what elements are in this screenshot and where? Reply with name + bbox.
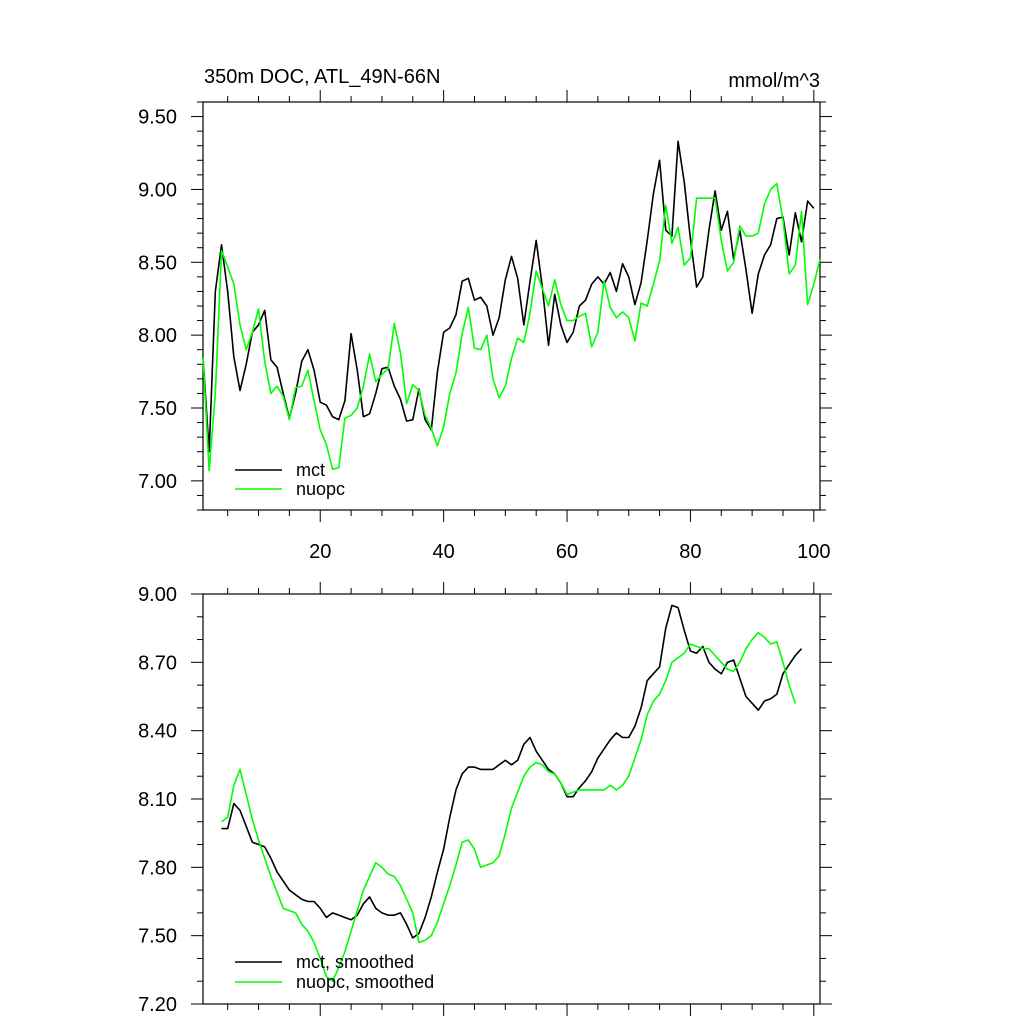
y-tick-label: 9.50 <box>138 107 177 129</box>
y-tick-label: 7.20 <box>138 994 177 1016</box>
y-tick-label: 7.00 <box>138 471 177 493</box>
bottom-legend: mct, smoothed nuopc, smoothed <box>235 952 434 992</box>
x-tick-label: 40 <box>433 541 455 563</box>
bottom-plot-frame <box>202 593 821 1005</box>
y-tick-label: 7.80 <box>138 857 177 879</box>
y-tick-label: 8.00 <box>138 325 177 347</box>
series-line-nuopc <box>202 182 821 472</box>
series-line-nuopc-smoothed <box>221 631 797 983</box>
series-line-mct-smoothed <box>221 604 803 939</box>
x-tick-label: 60 <box>556 541 578 563</box>
y-tick-label: 7.50 <box>138 926 177 948</box>
legend-label-nuopc-smoothed: nuopc, smoothed <box>296 972 434 992</box>
y-tick-label: 7.50 <box>138 398 177 420</box>
top-y-axis: 7.00 7.50 8.00 8.50 9.00 9.50 <box>138 101 832 511</box>
y-tick-label: 9.00 <box>138 584 177 606</box>
y-tick-label: 8.50 <box>138 252 177 274</box>
y-tick-label: 9.00 <box>138 179 177 201</box>
top-x-axis: 20 40 60 80 100 <box>227 90 831 563</box>
legend-label-nuopc: nuopc <box>296 479 345 499</box>
y-tick-label: 8.10 <box>138 789 177 811</box>
x-tick-label: 100 <box>797 541 830 563</box>
bottom-series-lines <box>221 604 803 983</box>
y-tick-label: 8.40 <box>138 721 177 743</box>
x-tick-label: 20 <box>309 541 331 563</box>
bottom-y-axis: 7.20 7.50 7.80 8.10 8.40 8.70 9.00 <box>138 584 832 1016</box>
bottom-x-axis <box>227 582 815 1016</box>
x-tick-label: 80 <box>679 541 701 563</box>
top-plot-frame <box>202 101 821 511</box>
legend-label-mct: mct <box>296 460 325 480</box>
legend-label-mct-smoothed: mct, smoothed <box>296 952 414 972</box>
top-chart-units: mmol/m^3 <box>728 70 820 92</box>
top-legend: mct nuopc <box>235 460 345 499</box>
series-line-mct <box>202 140 815 453</box>
top-chart-title: 350m DOC, ATL_49N-66N <box>204 66 440 88</box>
bottom-panel: 7.20 7.50 7.80 8.10 8.40 8.70 9.00 mct, smooth… <box>138 582 832 1016</box>
y-tick-label: 8.70 <box>138 652 177 674</box>
top-series-lines <box>202 140 821 472</box>
top-panel: 350m DOC, ATL_49N-66N mmol/m^3 7.00 7.50 8… <box>138 66 832 563</box>
